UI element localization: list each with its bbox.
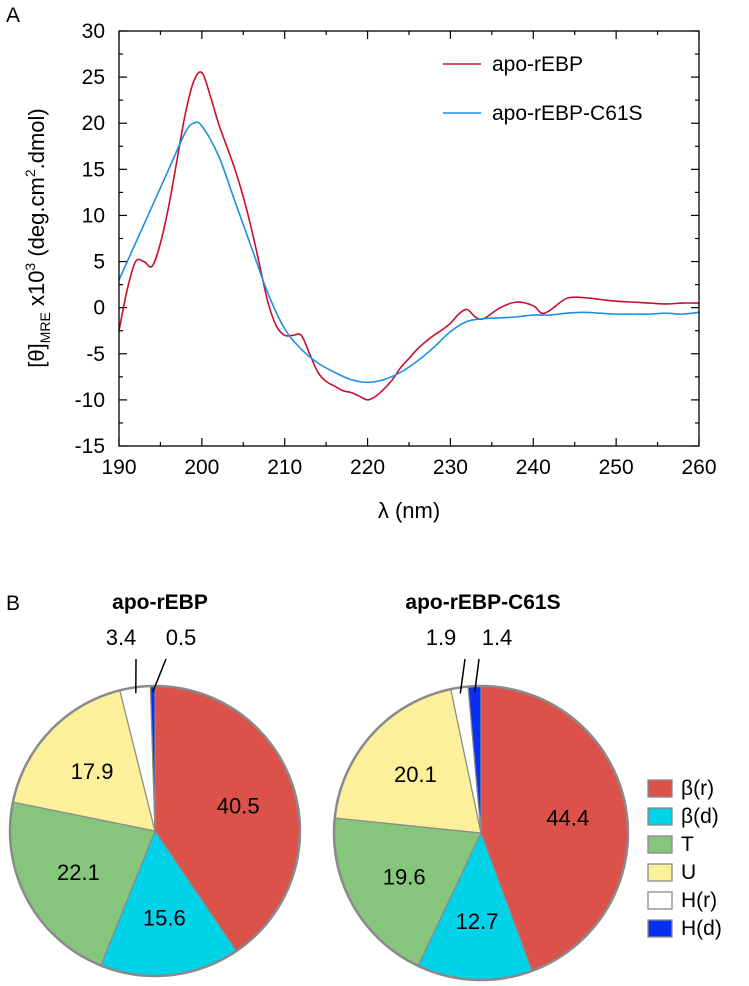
y-axis-label: [θ]MRE x103 (deg.cm2.dmol) bbox=[22, 108, 53, 368]
y-axis-label-rest3: .dmol) bbox=[24, 108, 49, 169]
y-tick-label: 30 bbox=[82, 20, 105, 43]
y-tick-label: 10 bbox=[82, 204, 105, 227]
x-tick-label: 260 bbox=[681, 456, 716, 479]
pie-chart-apo-rEBP: 40.5 15.6 22.1 17.9 3.4 0.5 apo-rEBP bbox=[8, 591, 302, 978]
pie-outline bbox=[332, 684, 630, 982]
legend-label: β(r) bbox=[681, 777, 714, 800]
y-tick-label: 5 bbox=[93, 251, 105, 274]
y-axis-label-base: [θ] bbox=[24, 343, 49, 367]
pie-value-label-outside: 3.4 bbox=[106, 625, 137, 650]
pie-chart-apo-rEBP-C61S: 44.4 12.7 19.6 20.1 1.9 1.4 apo-rEBP-C61S bbox=[332, 591, 630, 982]
y-tick-label: -10 bbox=[75, 389, 105, 412]
x-axis-label: λ (nm) bbox=[378, 498, 440, 523]
pie-value-label: 44.4 bbox=[546, 805, 589, 830]
pie-legend: β(r) β(d) TU H(r) H(d) bbox=[647, 777, 722, 940]
pie-value-label: 22.1 bbox=[57, 860, 100, 885]
panel-label-b: B bbox=[6, 592, 20, 615]
y-axis-label-rest2: (deg.cm bbox=[24, 177, 49, 263]
legend-swatch bbox=[647, 779, 673, 798]
legend-swatch bbox=[647, 863, 673, 882]
legend-label: T bbox=[681, 833, 694, 856]
y-tick-label: 15 bbox=[82, 158, 105, 181]
pie-value-label: 20.1 bbox=[394, 762, 437, 787]
legend-label: apo-rEBP-C61S bbox=[492, 102, 643, 125]
pie-value-label: 19.6 bbox=[383, 864, 426, 889]
series-line-apo-rEBP bbox=[118, 71, 700, 401]
leader-line bbox=[152, 658, 167, 693]
legend-label: apo-rEBP bbox=[492, 53, 583, 76]
x-tick-label: 220 bbox=[350, 456, 385, 479]
y-tick-label: 25 bbox=[82, 66, 105, 89]
x-tick-label: 190 bbox=[101, 456, 136, 479]
pie-value-label: 40.5 bbox=[217, 793, 260, 818]
pie-title: apo-rEBP-C61S bbox=[405, 591, 560, 614]
cd-spectrum-chart: 190 200 210 220 230 240 250 260-15-10-505101520… bbox=[22, 20, 717, 523]
y-tick-label: 20 bbox=[82, 112, 105, 135]
pie-value-label-outside: 1.9 bbox=[426, 625, 457, 650]
y-axis-label-sup1: 3 bbox=[22, 263, 38, 271]
legend-label: U bbox=[681, 861, 696, 884]
panel-label-a: A bbox=[6, 4, 20, 27]
legend-label: β(d) bbox=[681, 805, 719, 828]
x-tick-label: 200 bbox=[184, 456, 219, 479]
pie-value-label: 12.7 bbox=[456, 909, 499, 934]
y-axis-label-rest1: x10 bbox=[24, 271, 49, 313]
leader-line bbox=[459, 658, 466, 694]
legend-label: H(r) bbox=[681, 889, 717, 912]
pie-value-label-outside: 1.4 bbox=[482, 625, 513, 650]
series-line-apo-rEBP-C61S bbox=[118, 121, 700, 384]
pie-value-label-outside: 0.5 bbox=[166, 625, 197, 650]
y-tick-label: 0 bbox=[93, 297, 105, 320]
legend-swatch bbox=[647, 891, 673, 910]
legend-swatch bbox=[647, 807, 673, 826]
pie-title: apo-rEBP bbox=[112, 591, 208, 614]
x-tick-label: 240 bbox=[516, 456, 551, 479]
y-tick-label: -5 bbox=[86, 343, 105, 366]
leader-line bbox=[474, 658, 480, 693]
y-tick-label: -15 bbox=[75, 435, 105, 458]
y-axis-label-sup2: 2 bbox=[22, 169, 38, 177]
legend-label: H(d) bbox=[681, 917, 722, 940]
x-tick-label: 230 bbox=[433, 456, 468, 479]
pie-value-label: 15.6 bbox=[143, 906, 186, 931]
plot-frame bbox=[118, 30, 700, 447]
x-tick-label: 210 bbox=[267, 456, 302, 479]
legend-swatch bbox=[647, 919, 673, 938]
pie-value-label: 17.9 bbox=[71, 759, 114, 784]
x-tick-label: 250 bbox=[599, 456, 634, 479]
y-axis-label-sub: MRE bbox=[37, 312, 53, 343]
legend-swatch bbox=[647, 835, 673, 854]
